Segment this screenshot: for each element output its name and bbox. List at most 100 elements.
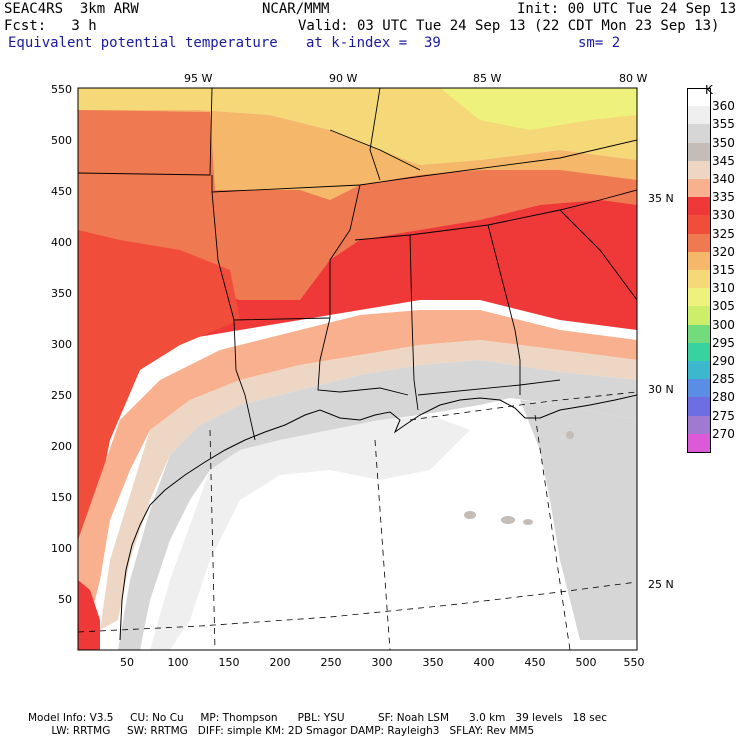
colorbar-level-label: 335 — [712, 190, 735, 205]
init-time: Init: 00 UTC Tue 24 Sep 13 — [517, 1, 737, 17]
colorbar-swatch — [687, 397, 711, 416]
x-tick-200: 200 — [269, 656, 291, 669]
colorbar-level-label: 310 — [712, 281, 735, 296]
y-tick-300: 300 — [51, 338, 72, 351]
colorbar-swatch — [687, 142, 711, 161]
theta-e-340-region — [78, 310, 637, 620]
colorbar-swatch — [687, 215, 711, 234]
x-tick-50: 50 — [120, 656, 134, 669]
colorbar-swatch — [687, 179, 711, 198]
theta-e-350-east-region — [520, 400, 637, 640]
colorbar-level-label: 295 — [712, 335, 735, 350]
state-line — [417, 379, 561, 396]
y-tick-350: 350 — [51, 287, 72, 300]
colorbar-swatch — [687, 124, 711, 143]
lon-label-80w: 80 W — [619, 72, 648, 85]
state-line — [354, 189, 637, 241]
colorbar-level-label: 355 — [712, 117, 735, 132]
colorbar-level-label: 325 — [712, 226, 735, 241]
state-line — [233, 319, 256, 441]
colorbar-level-label: 300 — [712, 317, 735, 332]
level-info: at k-index = 39 — [306, 35, 441, 51]
y-tick-400: 400 — [51, 236, 72, 249]
x-tick-250: 250 — [320, 656, 342, 669]
lat-line-30n — [409, 391, 637, 421]
state-line — [78, 88, 213, 176]
colorbar-swatch — [687, 342, 711, 361]
colorbar-swatch — [687, 415, 711, 434]
lon-label-85w: 85 W — [473, 72, 502, 85]
theta-e-345-region — [100, 340, 637, 630]
lat-line-25n — [78, 581, 637, 633]
colorbar-level-label: 350 — [712, 135, 735, 150]
valid-time: Valid: 03 UTC Tue 24 Sep 13 (22 CDT Mon … — [298, 18, 720, 34]
theta-e-330-west-strip — [78, 230, 240, 600]
gulf-coastline — [119, 394, 637, 641]
state-line — [211, 139, 637, 193]
colorbar-unit: K — [705, 83, 713, 97]
gulf-blob — [464, 511, 476, 519]
org-label: NCAR/MMM — [262, 1, 330, 17]
colorbar-level-label: 320 — [712, 244, 735, 259]
colorbar-level-label: 290 — [712, 354, 735, 368]
x-tick-500: 500 — [575, 656, 597, 669]
lon-label-90w: 90 W — [329, 72, 358, 85]
y-tick-550: 550 — [51, 83, 72, 96]
state-line — [559, 209, 637, 301]
colorbar-swatch — [687, 379, 711, 398]
y-tick-500: 500 — [51, 134, 72, 147]
gulf-blob — [501, 516, 515, 524]
field-name: Equivalent potential temperature — [8, 35, 278, 51]
theta-e-low-sw-region — [78, 580, 100, 650]
colorbar-level-label: 340 — [712, 172, 735, 186]
lat-label-30n: 30 N — [648, 383, 674, 396]
x-tick-400: 400 — [473, 656, 495, 669]
colorbar-swatch — [687, 433, 711, 453]
colorbar-level-label: 360 — [712, 99, 735, 114]
model-info-line1: Model Info: V3.5 CU: No Cu MP: Thompson … — [28, 712, 607, 724]
x-tick-300: 300 — [371, 656, 393, 669]
y-tick-450: 450 — [51, 185, 72, 198]
x-tick-350: 350 — [422, 656, 444, 669]
y-tick-200: 200 — [51, 440, 72, 453]
state-boundaries — [78, 88, 637, 441]
colorbar-swatch — [687, 88, 711, 108]
x-tick-450: 450 — [524, 656, 546, 669]
colorbar-swatch — [687, 160, 711, 179]
state-line — [329, 129, 421, 171]
plot-frame — [77, 87, 638, 651]
state-line — [369, 88, 381, 181]
state-line — [409, 234, 419, 411]
y-tick-100: 100 — [51, 542, 72, 555]
theta-e-305-region — [440, 88, 637, 130]
forecast-hour: Fcst: 3 h — [4, 18, 97, 34]
colorbar-swatch — [687, 288, 711, 307]
smoothing-info: sm= 2 — [578, 35, 621, 51]
colorbar-swatch — [687, 251, 711, 270]
theta-e-330-region — [78, 200, 637, 520]
colorbar-swatch — [687, 324, 711, 343]
y-tick-250: 250 — [51, 389, 72, 402]
colorbar-level-label: 285 — [712, 372, 735, 387]
colorbar-level-label: 280 — [712, 390, 735, 405]
colorbar-swatch — [687, 306, 711, 325]
gulf-blob — [566, 431, 574, 439]
lon-line-90w — [374, 439, 391, 650]
y-tick-50: 50 — [58, 593, 72, 606]
x-tick-550: 550 — [623, 656, 645, 669]
lat-label-25n: 25 N — [648, 578, 674, 591]
colorbar-swatch — [687, 233, 711, 252]
gulf-blob — [523, 519, 533, 525]
colorbar-level-label: 275 — [712, 408, 735, 423]
y-tick-150: 150 — [51, 491, 72, 504]
state-line — [329, 184, 361, 318]
x-tick-150: 150 — [218, 656, 240, 669]
colorbar-swatch — [687, 270, 711, 289]
colorbar-level-label: 270 — [712, 426, 735, 441]
lat-label-35n: 35 N — [648, 192, 674, 205]
model-title: SEAC4RS 3km ARW — [4, 1, 139, 17]
theta-e-350-region — [118, 360, 637, 650]
state-line — [211, 191, 331, 321]
colorbar-level-label: 315 — [712, 263, 735, 277]
